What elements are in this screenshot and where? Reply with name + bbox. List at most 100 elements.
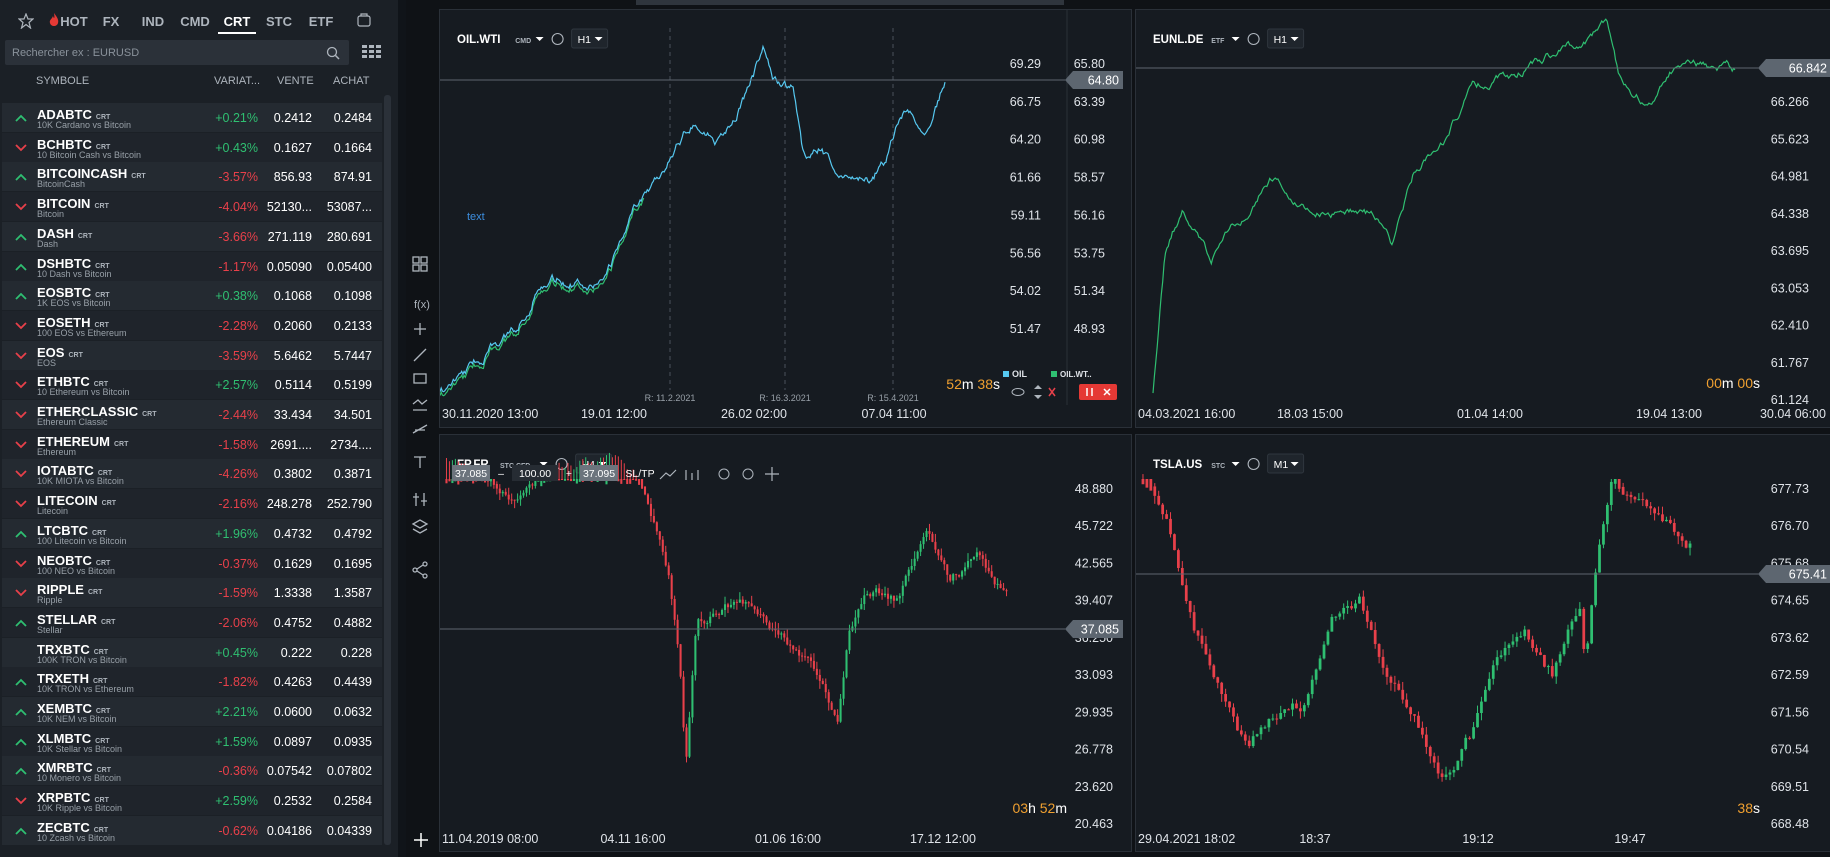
sell-price[interactable]: 0.2532 [273, 794, 312, 809]
search-box[interactable]: Rechercher ex : EURUSD [5, 40, 349, 65]
buy-price[interactable]: 0.3871 [333, 467, 372, 482]
buy-price[interactable]: 0.04339 [326, 823, 372, 838]
row[interactable]: BITCOINCASH CRT BitcoinCash -3.57% 856.93 874… [2, 162, 382, 192]
buy-price[interactable]: 0.2584 [333, 794, 372, 809]
buy-price[interactable]: 0.1664 [333, 140, 372, 155]
row[interactable]: XRPBTC CRT 10K Ripple vs Bitcoin +2.59% 0.25… [2, 786, 382, 816]
row[interactable]: XLMBTC CRT 10K Stellar vs Bitcoin +1.59% 0.0… [2, 726, 382, 756]
row[interactable]: EOSETH CRT 100 EOS vs Ethereum -2.28% 0.2060… [2, 310, 382, 340]
row[interactable]: RIPPLE CRT Ripple -1.59% 1.3338 1.3587 [2, 578, 382, 608]
add-chart[interactable] [406, 828, 436, 852]
tab[interactable]: FX [102, 14, 120, 29]
row[interactable]: XMRBTC CRT 10 Monero vs Bitcoin -0.36% 0.075… [2, 756, 382, 786]
row[interactable]: IOTABTC CRT 10K MIOTA vs Bitcoin -4.26% 0.38… [2, 459, 382, 489]
sell-price[interactable]: 0.2412 [273, 111, 312, 125]
buy-price[interactable]: 2734.... [330, 437, 372, 452]
buy-price[interactable]: 5.7447 [333, 348, 372, 363]
sell-price[interactable]: 1.3338 [273, 586, 312, 601]
row[interactable]: TRXBTC CRT 100K TRON vs Bitcoin +0.45% 0.222… [2, 637, 382, 667]
sell-price[interactable]: 0.0897 [273, 734, 312, 749]
sell-price[interactable]: 0.5114 [274, 378, 312, 393]
favorites-icon[interactable] [18, 13, 34, 29]
buy-price[interactable]: 874.91 [333, 170, 372, 185]
sell-price[interactable]: 0.4263 [273, 675, 312, 690]
sell-price[interactable]: 0.3802 [273, 467, 312, 482]
scrollbar[interactable] [384, 95, 391, 845]
row[interactable]: ADABTC CRT 10K Cardano vs Bitcoin +0.21% 0.2… [2, 103, 382, 132]
row[interactable]: LTCBTC CRT 100 Litecoin vs Bitcoin +1.96% 0.… [2, 518, 382, 548]
column-header[interactable]: VARIAT... [214, 75, 261, 87]
tab[interactable]: CMD [180, 14, 210, 29]
row[interactable]: ETHEREUM CRT Ethereum -1.58% 2691.... 2734...… [2, 429, 382, 459]
candle-body [1381, 656, 1385, 668]
buy-price[interactable]: 0.5199 [333, 378, 372, 393]
row[interactable]: XEMBTC CRT 10K NEM vs Bitcoin +2.21% 0.0600 0… [2, 697, 382, 726]
buy-price[interactable]: 0.0632 [333, 705, 372, 719]
sell-price[interactable]: 0.4732 [273, 526, 312, 541]
tab[interactable]: CRT [223, 14, 251, 29]
top-scrollbar[interactable] [636, 0, 1064, 5]
row[interactable]: NEOBTC CRT 100 NEO vs Bitcoin -0.37% 0.1629 0… [2, 548, 382, 578]
candle-body [718, 614, 721, 616]
countdown-part: 52 [946, 376, 962, 392]
buy-price[interactable]: 0.1695 [333, 556, 372, 571]
sell-price[interactable]: 856.93 [273, 170, 312, 185]
sell-price[interactable]: 2691.... [270, 437, 312, 452]
sell-price[interactable]: 33.434 [273, 408, 312, 422]
view-toggle[interactable] [362, 44, 382, 60]
sell-price[interactable]: 0.05090 [266, 259, 312, 274]
watchlist-icon[interactable] [356, 12, 372, 28]
buy-price[interactable]: 0.07802 [326, 764, 372, 779]
sell-price[interactable]: 271.119 [267, 229, 312, 244]
buy-price[interactable]: 0.4439 [333, 675, 372, 690]
tab[interactable]: IND [141, 14, 165, 29]
candle-body [1668, 519, 1672, 523]
sell-price[interactable]: 0.04186 [266, 823, 312, 838]
row[interactable]: ETHERCLASSIC CRT Ethereum Classic -2.44% 33.… [2, 400, 382, 429]
row[interactable]: EOS CRT EOS -3.59% 5.6462 5.7447 [2, 340, 382, 370]
row[interactable]: DASH CRT Dash -3.66% 271.119 280.691 [2, 221, 382, 251]
row[interactable]: BITCOIN CRT Bitcoin -4.04% 52130... 53087... [2, 192, 382, 222]
sell-price[interactable]: 248.278 [266, 497, 312, 512]
sell-price[interactable]: 0.1629 [273, 556, 312, 571]
buy-price[interactable]: 53087... [326, 200, 372, 215]
search-icon[interactable] [325, 45, 341, 61]
sell-price[interactable]: 5.6462 [273, 348, 312, 363]
column-header[interactable]: VENTE [277, 75, 314, 87]
sell-price[interactable]: 0.0600 [273, 705, 312, 719]
tab[interactable]: HOT [60, 14, 88, 29]
buy-price[interactable]: 0.228 [340, 645, 372, 660]
sell-price[interactable]: 52130... [266, 200, 312, 215]
sell-price[interactable]: 0.1068 [273, 289, 312, 304]
row[interactable]: BCHBTC CRT 10 Bitcoin Cash vs Bitcoin +0.43… [2, 132, 382, 162]
buy-price[interactable]: 1.3587 [333, 586, 372, 601]
sell-price[interactable]: 0.222 [280, 645, 312, 660]
buy-price[interactable]: 0.2133 [333, 318, 372, 333]
row[interactable]: EOSBTC CRT 1K EOS vs Bitcoin +0.38% 0.1068 0.… [2, 281, 382, 311]
tab[interactable]: STC [266, 14, 292, 29]
row[interactable]: DSHBTC CRT 10 Dash vs Bitcoin -1.17% 0.05090… [2, 251, 382, 281]
buy-price[interactable]: 0.2484 [333, 111, 372, 125]
row[interactable]: ZECBTC CRT 10 Zcash vs Bitcoin -0.62% 0.0418… [2, 815, 382, 845]
row[interactable]: TRXETH CRT 10K TRON vs Ethereum -1.82% 0.426… [2, 667, 382, 697]
buy-price[interactable]: 0.1098 [333, 289, 372, 304]
column-header[interactable]: ACHAT [333, 75, 370, 87]
buy-price[interactable]: 0.4882 [333, 615, 372, 630]
row[interactable]: LITECOIN CRT Litecoin -2.16% 248.278 252.790 [2, 489, 382, 519]
buy-price[interactable]: 252.790 [326, 497, 372, 512]
sell-price[interactable]: 0.1627 [273, 140, 312, 155]
row[interactable]: ETHBTC CRT 10 Ethereum vs Bitcoin +2.57% 0.5… [2, 370, 382, 400]
buy-price[interactable]: 0.0935 [333, 734, 372, 749]
buy-price[interactable]: 0.4792 [333, 526, 372, 541]
column-header[interactable]: SYMBOLE [36, 75, 90, 87]
buy-price[interactable]: 280.691 [326, 229, 372, 244]
buy-price[interactable]: 34.501 [333, 408, 372, 422]
sell-price[interactable]: 0.4752 [273, 615, 312, 630]
tab[interactable]: ETF [308, 14, 334, 29]
sell-price[interactable]: 0.2060 [273, 318, 312, 333]
candle-body [1550, 666, 1554, 677]
fx-icon[interactable]: f(x) [414, 299, 430, 311]
sell-price[interactable]: 0.07542 [266, 764, 312, 779]
row[interactable]: STELLAR CRT Stellar -2.06% 0.4752 0.4882 [2, 607, 382, 637]
buy-price[interactable]: 0.05400 [326, 259, 372, 274]
